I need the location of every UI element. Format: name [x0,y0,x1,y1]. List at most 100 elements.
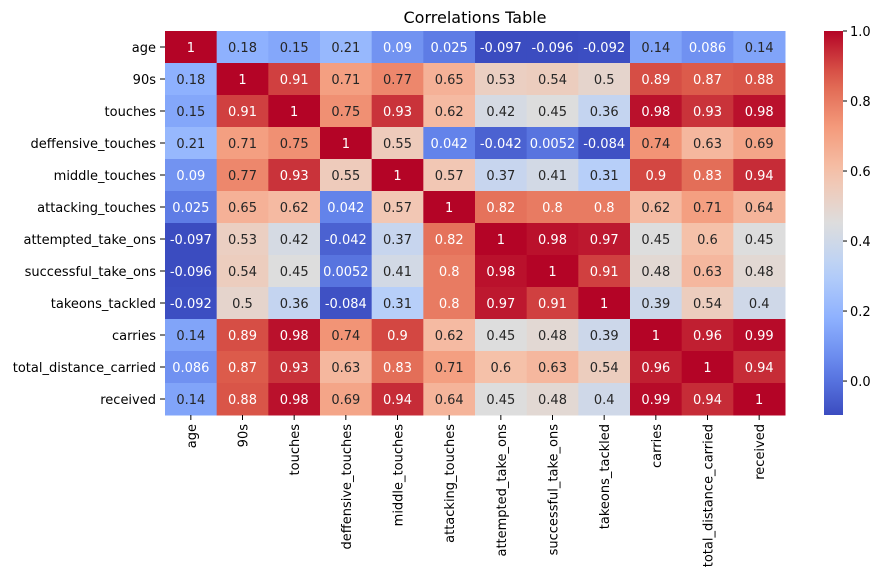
heatmap-cell [526,127,579,160]
cell-annotation: 0.21 [331,41,360,56]
heatmap-cell [165,63,218,96]
cell-annotation: 0.89 [641,73,670,88]
cell-annotation: 0.88 [228,393,257,408]
heatmap-cell [526,351,579,384]
heatmap-cell [165,95,218,128]
cell-annotation: 0.98 [641,105,670,120]
heatmap-cell [216,159,269,192]
cell-annotation: 0.8 [594,201,615,216]
cell-annotation: 1 [652,329,660,344]
heatmap-cell [320,351,373,384]
x-tick-label: 90s [237,424,252,448]
heatmap-cell [268,255,321,288]
heatmap-cell [526,63,579,96]
cell-annotation: 0.54 [538,73,567,88]
cell-annotation: 0.9 [387,329,408,344]
heatmap-cell [371,255,424,288]
chart-title: Correlations Table [403,8,546,27]
cell-annotation: 0.93 [693,105,722,120]
cell-annotation: 1 [600,297,608,312]
heatmap-cell [475,191,528,224]
cell-annotation: 0.91 [228,105,257,120]
colorbar-gradient [824,31,843,415]
heatmap-cell [475,319,528,352]
heatmap-cell [165,223,218,256]
heatmap-cell [630,159,683,192]
heatmap-cell [475,223,528,256]
cell-annotation: 0.14 [745,41,774,56]
cell-annotation: 0.48 [745,265,774,280]
cell-annotation: 0.98 [486,265,515,280]
cell-annotation: 0.086 [689,41,726,56]
cell-annotation: 0.6 [490,361,511,376]
cell-annotation: 0.77 [383,73,412,88]
cell-annotation: 0.75 [331,105,360,120]
cell-annotation: 0.41 [538,169,567,184]
cell-annotation: 0.042 [327,201,364,216]
heatmap-cell [216,63,269,96]
cell-annotation: 0.88 [745,73,774,88]
heatmap-cell [681,31,734,64]
cell-annotation: 0.15 [280,41,309,56]
cell-annotation: 0.39 [641,297,670,312]
cell-annotation: -0.096 [170,265,212,280]
cell-annotation: 0.45 [486,329,515,344]
cell-annotation: 0.82 [486,201,515,216]
cell-annotation: 0.93 [280,361,309,376]
cell-annotation: 0.94 [745,361,774,376]
cell-annotation: 0.086 [172,361,209,376]
cell-annotation: 0.45 [280,265,309,280]
heatmap-cell [733,95,786,128]
cell-annotation: 0.18 [228,41,257,56]
heatmap-cell [320,63,373,96]
cell-annotation: -0.092 [583,41,625,56]
heatmap-cell [216,319,269,352]
colorbar-tick-label: 0.8 [850,95,871,110]
heatmap-cell [630,351,683,384]
heatmap-cell [216,287,269,320]
cell-annotation: 1 [342,137,350,152]
cell-annotation: 0.74 [331,329,360,344]
cell-annotation: 1 [755,393,763,408]
x-tick-label: attempted_take_ons [495,424,510,557]
y-tick-label: age [132,41,156,56]
cell-annotation: 1 [548,265,556,280]
cell-annotation: 0.75 [280,137,309,152]
heatmap-cells: 1 0.18 0.15 0.21 0.09 0.025 -0.097 -0.096 -0.092… [165,31,786,416]
cell-annotation: 0.71 [228,137,257,152]
heatmap-cell [733,191,786,224]
cell-annotation: 0.15 [176,105,205,120]
y-tick-label: attempted_take_ons [23,233,156,248]
heatmap-cell [526,191,579,224]
heatmap-cell [733,31,786,64]
cell-annotation: 0.36 [280,297,309,312]
cell-annotation: 0.62 [435,105,464,120]
cell-annotation: 0.53 [228,233,257,248]
heatmap-cell [371,127,424,160]
heatmap-cell [475,287,528,320]
colorbar-tick-label: 0.0 [850,375,871,390]
cell-annotation: 0.62 [435,329,464,344]
heatmap-cell [268,351,321,384]
heatmap-cell [165,31,218,64]
heatmap-cell [526,383,579,416]
heatmap-cell [216,31,269,64]
heatmap-cell [320,255,373,288]
cell-annotation: 0.99 [641,393,670,408]
heatmap-cell [733,223,786,256]
cell-annotation: 0.54 [693,297,722,312]
heatmap-cell [371,31,424,64]
heatmap-cell [216,255,269,288]
heatmap-cell [578,223,631,256]
heatmap-cell [578,351,631,384]
heatmap-cell [371,159,424,192]
cell-annotation: 0.31 [383,297,412,312]
heatmap-cell [268,319,321,352]
cell-annotation: 0.09 [383,41,412,56]
heatmap-cell [268,223,321,256]
heatmap-cell [371,287,424,320]
heatmap-cell [320,383,373,416]
heatmap-cell [630,319,683,352]
heatmap-cell [165,255,218,288]
cell-annotation: 0.45 [745,233,774,248]
